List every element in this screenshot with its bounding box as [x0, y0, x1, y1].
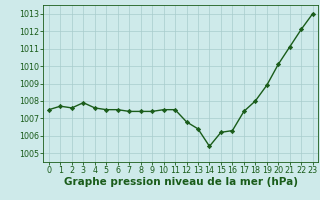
X-axis label: Graphe pression niveau de la mer (hPa): Graphe pression niveau de la mer (hPa): [64, 177, 298, 187]
